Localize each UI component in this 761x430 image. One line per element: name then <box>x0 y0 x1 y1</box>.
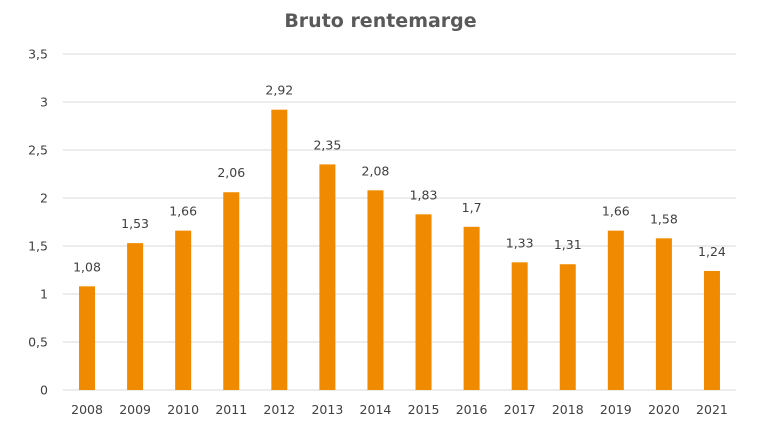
x-tick-label-2019: 2019 <box>600 402 632 417</box>
x-tick-label-2010: 2010 <box>167 402 199 417</box>
bar-2012 <box>271 109 288 391</box>
y-tick-label: 2,5 <box>28 143 48 158</box>
data-label-2020: 1,58 <box>650 211 678 226</box>
data-label-2016: 1,7 <box>462 200 482 215</box>
gridlines <box>63 53 736 391</box>
bar-2014 <box>367 190 384 390</box>
chart-title: Bruto rentemarge <box>284 10 477 32</box>
bar-2021 <box>703 270 720 390</box>
x-tick-label-2015: 2015 <box>408 402 440 417</box>
x-tick-label-2017: 2017 <box>504 402 536 417</box>
bar-2016 <box>463 226 480 390</box>
x-tick-label-2009: 2009 <box>119 402 151 417</box>
bar-2019 <box>607 230 624 390</box>
data-label-2009: 1,53 <box>121 216 149 231</box>
bar-2008 <box>79 286 96 390</box>
y-tick-label: 3 <box>40 95 48 110</box>
y-tick-label: 3,5 <box>28 47 48 62</box>
x-axis-tick-labels: 2008 2009 2010 2011 2012 2013 2014 2015 2016 2017… <box>71 402 728 417</box>
data-label-2010: 1,66 <box>169 204 197 219</box>
x-tick-label-2016: 2016 <box>456 402 488 417</box>
data-label-2019: 1,66 <box>602 204 630 219</box>
y-tick-label: 0 <box>40 383 48 398</box>
data-label-2013: 2,35 <box>313 137 341 152</box>
x-tick-label-2018: 2018 <box>552 402 584 417</box>
data-label-2017: 1,33 <box>506 235 534 250</box>
bar-2015 <box>415 214 432 390</box>
data-label-2021: 1,24 <box>698 244 726 259</box>
x-tick-label-2011: 2011 <box>215 402 247 417</box>
x-tick-label-2014: 2014 <box>360 402 392 417</box>
data-label-2014: 2,08 <box>362 163 390 178</box>
bar-2017 <box>511 262 528 390</box>
y-tick-label: 2 <box>40 191 48 206</box>
x-tick-label-2008: 2008 <box>71 402 103 417</box>
bar-2010 <box>175 230 192 390</box>
y-tick-label: 1,5 <box>28 239 48 254</box>
bar-2020 <box>655 238 672 390</box>
data-label-2008: 1,08 <box>73 259 101 274</box>
data-label-2011: 2,06 <box>217 165 245 180</box>
bar-2018 <box>559 264 576 390</box>
data-labels: 1,08 1,53 1,66 2,06 2,92 2,35 2,08 1,83 1,7 1,33 1… <box>73 83 726 275</box>
data-label-2018: 1,31 <box>554 237 582 252</box>
x-tick-label-2012: 2012 <box>263 402 295 417</box>
x-tick-label-2021: 2021 <box>696 402 728 417</box>
data-label-2015: 1,83 <box>410 187 438 202</box>
x-tick-label-2013: 2013 <box>311 402 343 417</box>
bar-2009 <box>127 243 144 390</box>
bar-2011 <box>223 192 240 390</box>
bars <box>79 109 720 391</box>
x-tick-label-2020: 2020 <box>648 402 680 417</box>
data-label-2012: 2,92 <box>265 83 293 98</box>
y-tick-label: 1 <box>40 287 48 302</box>
y-tick-label: 0,5 <box>28 335 48 350</box>
bar-2013 <box>319 164 336 390</box>
y-axis-tick-labels: 0 0,5 1 1,5 2 2,5 3 3,5 <box>28 47 48 398</box>
